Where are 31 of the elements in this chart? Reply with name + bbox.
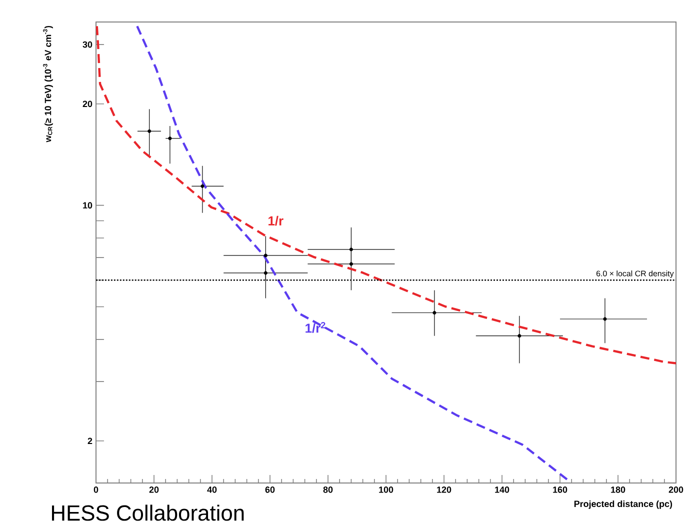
y-axis-title: w$_{CR}$(≥ 10 TeV) (10$^{-3}$ eV cm$^{-3}$) xyxy=(43,26,53,142)
x-tick-label: 200 xyxy=(668,486,684,493)
x-tick-label: 120 xyxy=(437,486,452,493)
series-label: 1/r xyxy=(268,216,284,226)
x-tick-label: 60 xyxy=(265,486,275,493)
series-label: 1/r$^{2}$ xyxy=(306,322,326,333)
point xyxy=(603,317,607,321)
point xyxy=(264,254,268,258)
x-tick-label: 140 xyxy=(495,486,510,493)
point xyxy=(148,129,152,133)
x-tick-label: 80 xyxy=(323,486,333,493)
y-tick-label: 20 xyxy=(82,100,92,108)
x-tick-label: 100 xyxy=(379,486,394,493)
point xyxy=(200,184,204,188)
x-tick-label: 0 xyxy=(94,486,98,493)
point xyxy=(349,262,353,266)
point xyxy=(264,271,268,275)
point xyxy=(168,136,172,140)
point xyxy=(349,248,353,252)
y-tick-label: 2 xyxy=(88,438,92,444)
x-tick-label: 40 xyxy=(207,486,217,493)
x-tick-label: 180 xyxy=(611,486,626,493)
y-tick-label: 30 xyxy=(82,41,92,48)
x-axis-title: Projected distance (pc) xyxy=(574,500,672,509)
x-tick-label: 160 xyxy=(553,486,568,493)
y-tick-label: 10 xyxy=(83,202,92,209)
line-series xyxy=(96,25,676,364)
text: HESS Collaboration xyxy=(52,504,244,521)
point xyxy=(518,334,522,338)
point xyxy=(432,310,436,315)
x-tick-label: 20 xyxy=(149,486,159,493)
